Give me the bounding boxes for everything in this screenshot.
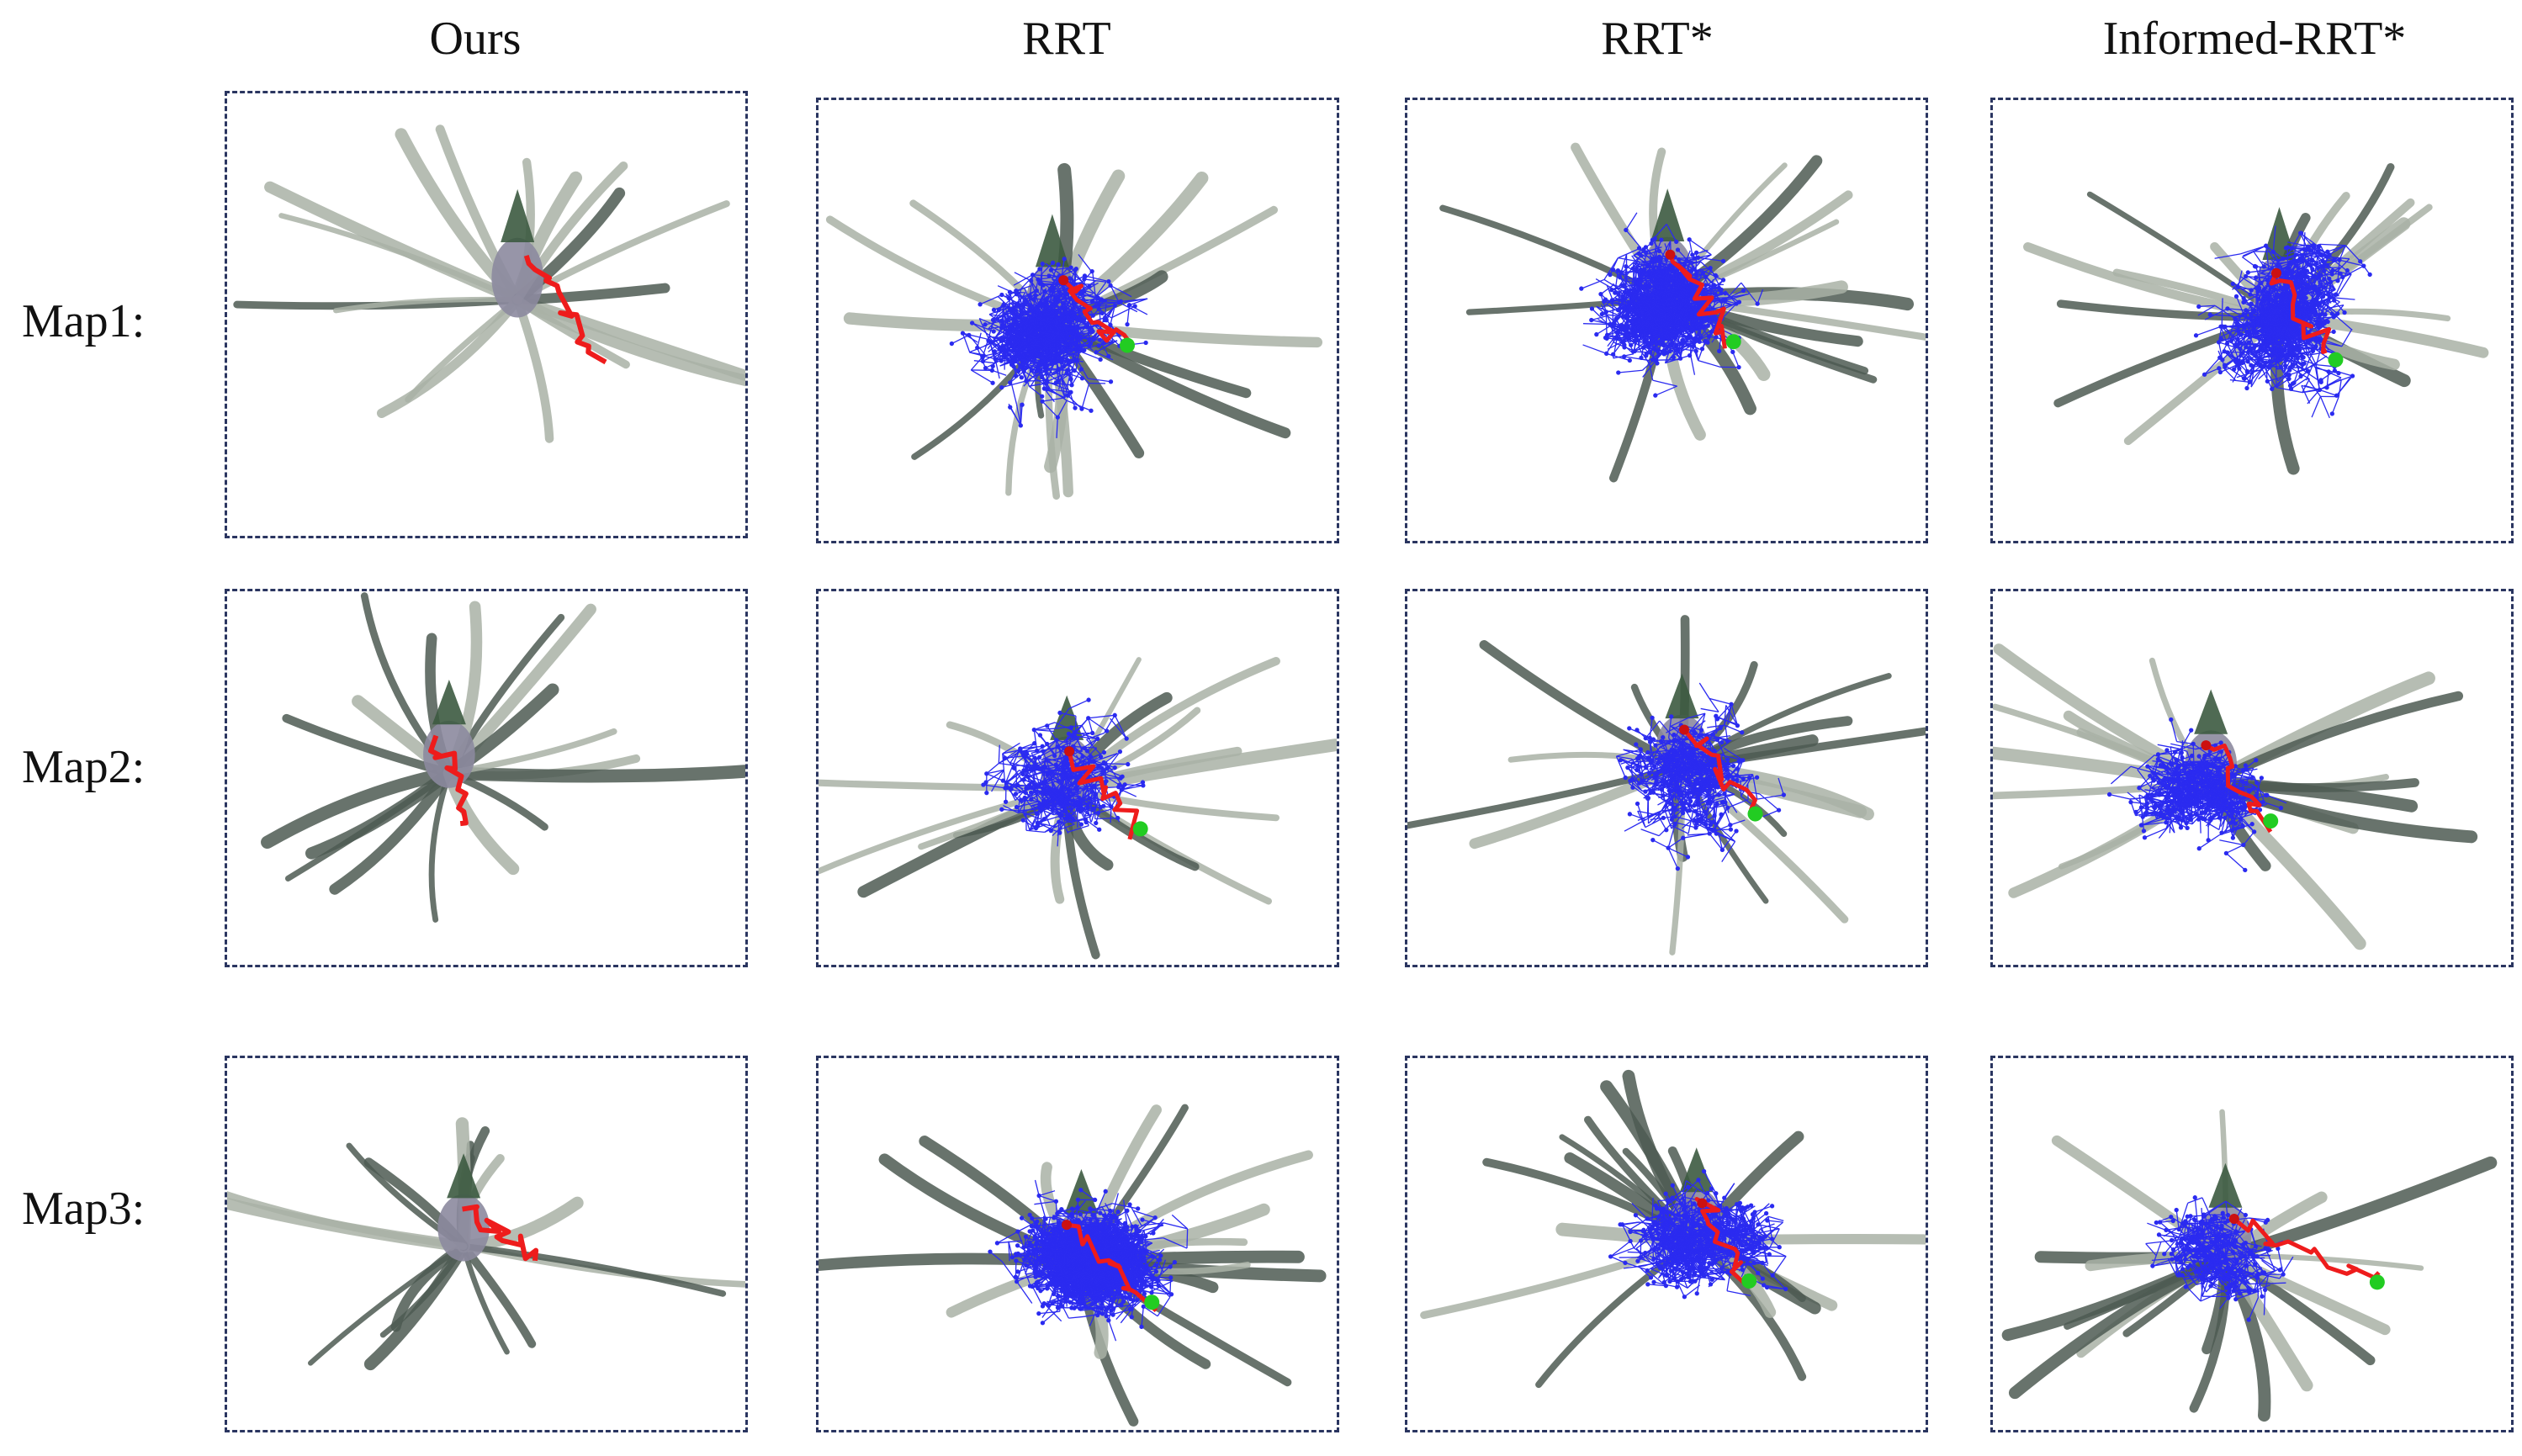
pineapple-crown — [1650, 188, 1685, 241]
panel-map2-rrt — [816, 589, 1339, 967]
planned-path — [1066, 1222, 1158, 1312]
plant-leaves — [261, 592, 745, 923]
goal-marker — [1120, 337, 1136, 353]
column-title-ours: Ours — [429, 13, 522, 65]
planned-path — [1694, 1197, 1747, 1286]
goal-marker — [2328, 352, 2344, 368]
panel-map3-rrt — [816, 1056, 1339, 1432]
planned-path — [2233, 1217, 2381, 1280]
planned-path — [1067, 750, 1140, 840]
pineapple-crown — [1679, 1147, 1714, 1193]
planned-path — [462, 1204, 539, 1262]
scene-render — [261, 592, 745, 923]
pineapple-crown — [501, 188, 535, 243]
pineapple-crown — [447, 1153, 481, 1199]
scene-render — [825, 162, 1323, 500]
scene-render — [227, 1117, 745, 1371]
panel-map1-rrt — [816, 98, 1339, 543]
start-marker — [1665, 249, 1676, 260]
start-marker — [1064, 746, 1075, 757]
column-title-rrt-star: RRT* — [1601, 13, 1714, 65]
pineapple-crown — [2208, 1162, 2243, 1208]
plant-leaves — [233, 124, 745, 443]
planned-path — [1062, 278, 1132, 345]
pineapple-crown — [432, 679, 466, 725]
scene-render — [819, 1104, 1327, 1427]
goal-marker — [1741, 1273, 1757, 1289]
planned-path — [428, 734, 469, 827]
panel-map3-rrt-star — [1405, 1056, 1928, 1432]
panel-map1-informed-rrt-star — [1990, 98, 2514, 543]
column-title-informed-rrt-star: Informed-RRT* — [2102, 13, 2407, 65]
scene-render — [233, 124, 745, 443]
planned-path — [1682, 728, 1757, 812]
pineapple-crown — [1035, 214, 1069, 267]
start-marker — [2270, 267, 2281, 278]
panel-map2-rrt-star — [1405, 589, 1928, 967]
planner-tree — [2193, 225, 2372, 419]
start-marker — [1679, 724, 1690, 735]
row-label-map3: Map3: — [22, 1183, 146, 1235]
scene-render — [1439, 142, 1926, 483]
planner-tree — [2145, 1195, 2294, 1322]
goal-marker — [1725, 334, 1741, 350]
goal-marker — [1132, 821, 1148, 837]
planner-tree — [1615, 682, 1787, 871]
row-label-map2: Map2: — [22, 741, 146, 793]
panel-map1-ours — [225, 91, 748, 538]
row-label-map1: Map1: — [22, 295, 146, 347]
plant-leaves — [2001, 1109, 2498, 1422]
planner-tree — [1608, 1168, 1788, 1300]
scene-render — [1993, 643, 2478, 950]
planner-tree — [1579, 212, 1764, 398]
start-marker — [1697, 1198, 1708, 1209]
pineapple-fruit — [491, 237, 543, 318]
goal-marker — [1747, 806, 1763, 822]
planner-tree — [949, 254, 1148, 438]
column-title-rrt: RRT — [1022, 13, 1111, 65]
panel-map2-ours — [225, 589, 748, 967]
start-marker — [1058, 275, 1069, 286]
planned-path — [2269, 272, 2332, 354]
planned-path — [2205, 743, 2273, 834]
goal-marker — [2369, 1274, 2385, 1290]
start-marker — [2228, 1214, 2239, 1225]
planner-tree — [2106, 717, 2287, 873]
scene-render — [819, 656, 1337, 960]
scene-render — [1420, 1069, 1926, 1389]
goal-marker — [1144, 1295, 1160, 1310]
planned-path — [523, 254, 607, 365]
scene-render — [1407, 615, 1926, 956]
panel-map1-rrt-star — [1405, 98, 1928, 543]
panel-map3-informed-rrt-star — [1990, 1056, 2514, 1432]
start-marker — [2201, 740, 2212, 751]
scene-render — [2001, 1109, 2498, 1422]
panel-map2-informed-rrt-star — [1990, 589, 2514, 967]
planned-path — [1668, 253, 1727, 349]
pineapple-crown — [2194, 689, 2228, 734]
goal-marker — [2263, 813, 2279, 829]
scene-render — [2023, 162, 2489, 475]
start-marker — [1062, 1220, 1073, 1231]
pineapple-crown — [1665, 673, 1699, 719]
planner-tree — [981, 697, 1146, 847]
panel-map3-ours — [225, 1056, 748, 1432]
